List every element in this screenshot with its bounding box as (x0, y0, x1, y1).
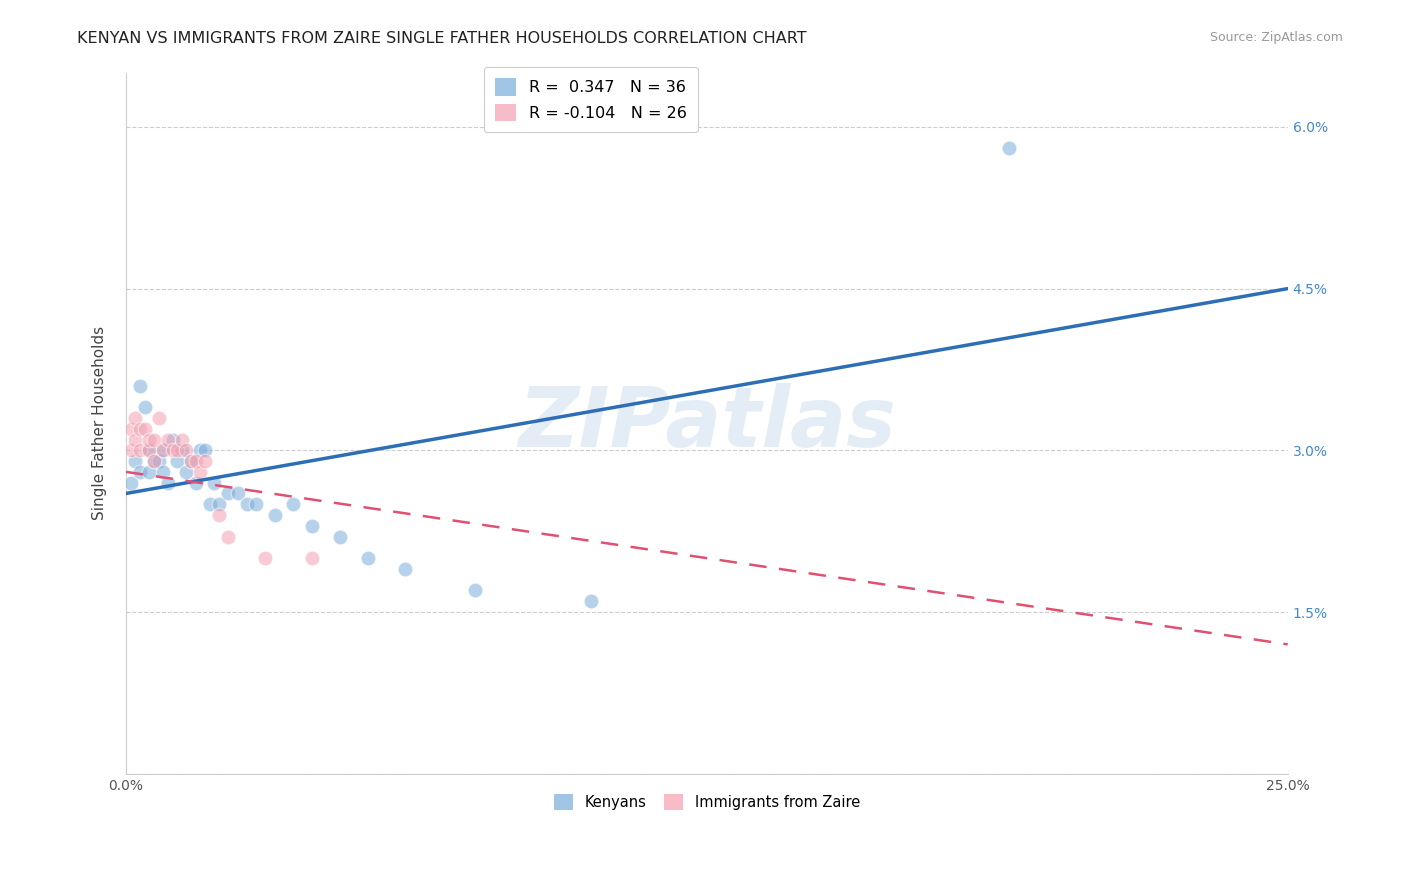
Point (208, 497, 231, 511)
Point (156, 475, 179, 490)
Point (194, 454, 217, 468)
Point (148, 411, 170, 425)
Point (120, 422, 142, 436)
Point (138, 465, 160, 479)
Point (263, 508, 285, 522)
Point (124, 411, 146, 425)
Point (170, 433, 193, 447)
Point (129, 378, 152, 392)
Point (202, 475, 225, 490)
Point (170, 443, 193, 458)
Point (124, 454, 146, 468)
Y-axis label: Single Father Households: Single Father Households (93, 326, 107, 520)
Point (198, 497, 221, 511)
Point (138, 443, 160, 458)
Point (394, 562, 416, 576)
Point (190, 465, 212, 479)
Point (301, 518, 323, 533)
Point (184, 475, 207, 490)
Text: ZIPatlas: ZIPatlas (517, 383, 896, 464)
Point (162, 443, 184, 458)
Point (148, 454, 170, 468)
Point (143, 433, 166, 447)
Point (120, 475, 142, 490)
Point (143, 454, 166, 468)
Point (236, 497, 259, 511)
Point (129, 422, 152, 436)
Point (143, 454, 166, 468)
Point (180, 454, 202, 468)
Point (134, 401, 156, 415)
Point (152, 465, 174, 479)
Point (998, 141, 1021, 155)
Point (152, 443, 174, 458)
Text: Source: ZipAtlas.com: Source: ZipAtlas.com (1209, 31, 1343, 45)
Point (217, 530, 239, 544)
Point (152, 443, 174, 458)
Point (329, 530, 352, 544)
Point (162, 433, 184, 447)
Point (176, 465, 198, 479)
Point (124, 433, 146, 447)
Point (134, 422, 156, 436)
Legend: Kenyans, Immigrants from Zaire: Kenyans, Immigrants from Zaire (548, 788, 866, 815)
Point (176, 443, 198, 458)
Point (579, 594, 602, 608)
Point (190, 443, 212, 458)
Text: KENYAN VS IMMIGRANTS FROM ZAIRE SINGLE FATHER HOUSEHOLDS CORRELATION CHART: KENYAN VS IMMIGRANTS FROM ZAIRE SINGLE F… (77, 31, 807, 46)
Point (254, 551, 277, 566)
Point (245, 497, 267, 511)
Point (194, 443, 217, 458)
Point (120, 443, 142, 458)
Point (283, 497, 305, 511)
Point (138, 443, 160, 458)
Point (156, 433, 179, 447)
Point (464, 583, 486, 598)
Point (180, 454, 202, 468)
Point (226, 486, 249, 500)
Point (166, 443, 188, 458)
Point (357, 551, 380, 566)
Point (129, 465, 152, 479)
Point (129, 443, 152, 458)
Point (208, 508, 231, 522)
Point (166, 454, 188, 468)
Point (301, 551, 323, 566)
Point (138, 433, 160, 447)
Point (184, 454, 207, 468)
Point (217, 486, 239, 500)
